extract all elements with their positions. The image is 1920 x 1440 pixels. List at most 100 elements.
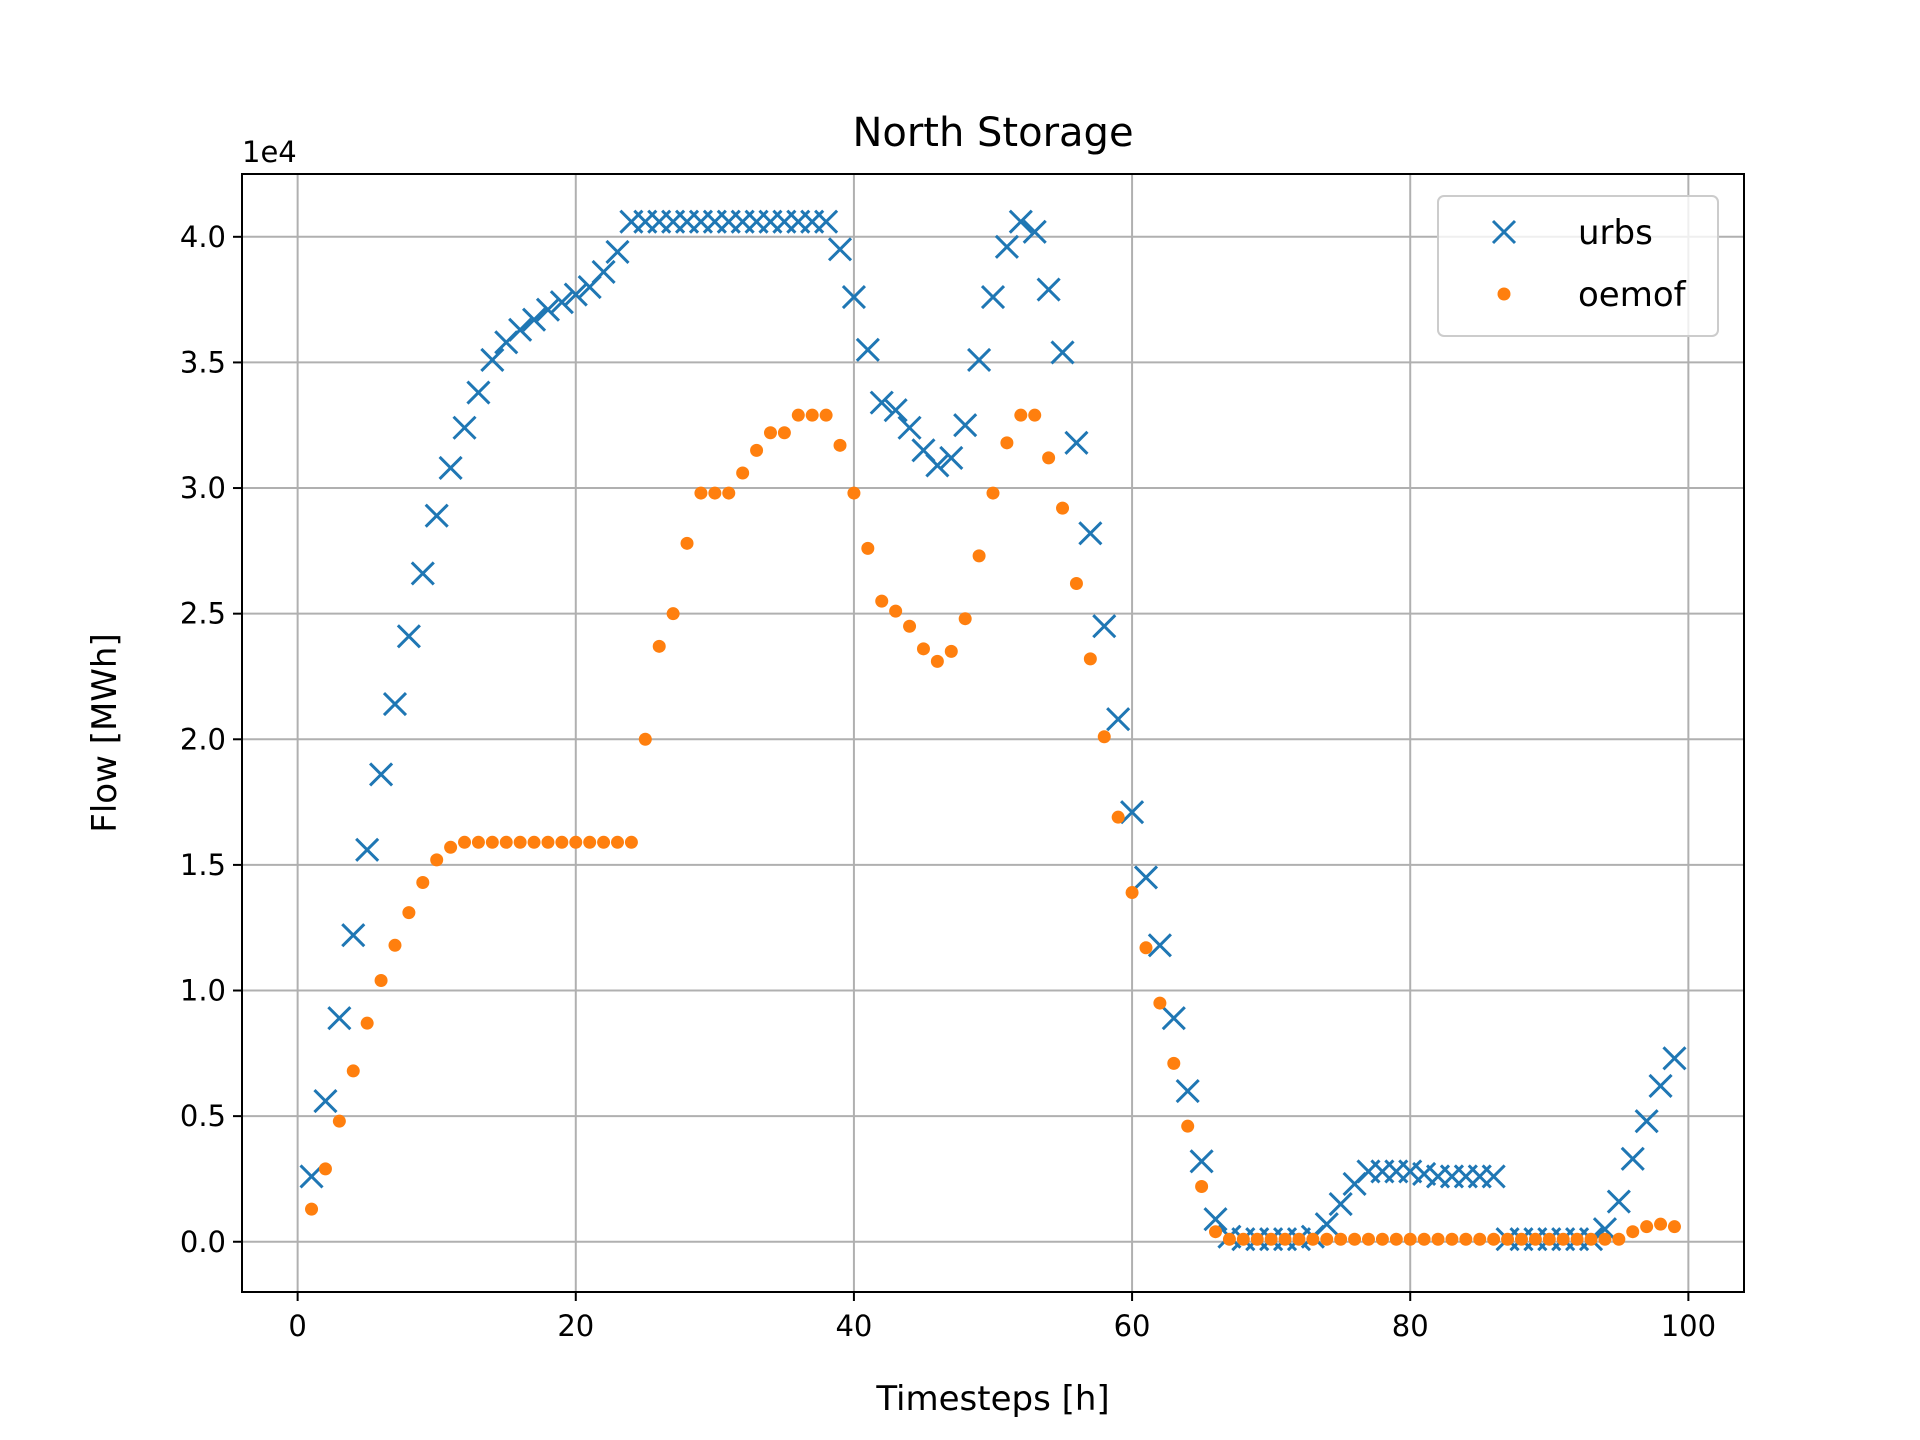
oemof-point — [1501, 1232, 1515, 1246]
x-tick-label: 80 — [1392, 1309, 1429, 1343]
oemof-point — [1654, 1217, 1668, 1231]
urbs-point — [1175, 1078, 1200, 1104]
urbs-point — [508, 317, 533, 342]
urbs-point — [1328, 1192, 1353, 1217]
oemof-point — [1014, 408, 1028, 422]
oemof-point — [1222, 1232, 1236, 1246]
urbs-point — [980, 285, 1006, 310]
oemof-point — [972, 549, 986, 563]
oemof-point — [1000, 436, 1014, 450]
urbs-point — [1078, 521, 1103, 546]
urbs-point — [382, 692, 408, 717]
oemof-point — [736, 466, 750, 480]
oemof-point — [1528, 1232, 1542, 1246]
oemof-point — [1417, 1232, 1431, 1246]
oemof-point — [1125, 886, 1139, 900]
oemof-point — [903, 619, 917, 633]
legend-urbs-label: urbs — [1578, 213, 1653, 253]
oemof-point — [1236, 1232, 1250, 1246]
urbs-point — [341, 923, 366, 948]
oemof-point — [652, 639, 666, 653]
urbs-point — [1620, 1146, 1645, 1171]
oemof-point — [416, 875, 430, 889]
urbs-point — [1314, 1212, 1339, 1237]
oemof-point — [1459, 1232, 1473, 1246]
urbs-point — [939, 445, 964, 470]
oemof-point — [1083, 652, 1097, 666]
oemof-point — [1278, 1232, 1292, 1246]
oemof-point — [1097, 730, 1111, 744]
oemof-point — [680, 536, 694, 550]
oemof-point — [1667, 1220, 1681, 1234]
oemof-point — [332, 1114, 346, 1128]
oemof-point — [1570, 1232, 1584, 1246]
oemof-point — [1598, 1232, 1612, 1246]
oemof-point — [847, 486, 861, 500]
urbs-point — [396, 624, 421, 649]
oemof-point — [346, 1064, 360, 1078]
urbs-point — [1133, 865, 1159, 890]
series-oemof — [305, 408, 1681, 1246]
oemof-point — [1292, 1232, 1306, 1246]
urbs-point — [1648, 1073, 1673, 1099]
y-tick-label: 3.0 — [180, 471, 226, 505]
urbs-point — [591, 259, 616, 285]
urbs-point — [1606, 1189, 1631, 1214]
urbs-point — [1189, 1149, 1214, 1174]
y-tick-label: 2.5 — [180, 597, 226, 631]
x-tick-label: 100 — [1661, 1309, 1716, 1343]
oemof-point — [861, 541, 875, 555]
y-tick-label: 0.5 — [180, 1099, 226, 1133]
oemof-point — [1250, 1232, 1264, 1246]
urbs-point — [994, 234, 1019, 259]
oemof-point — [1473, 1232, 1487, 1246]
y-axis: 0.0 0.5 1.0 1.5 2.0 2.5 3.0 3.5 4.0 — [180, 220, 242, 1259]
y-tick-label: 0.0 — [180, 1225, 226, 1259]
oemof-point — [1334, 1232, 1348, 1246]
x-axis-label: Timesteps [h] — [875, 1379, 1109, 1419]
y-tick-label: 1.0 — [180, 974, 226, 1008]
oemof-point — [930, 654, 944, 668]
oemof-point — [583, 835, 597, 849]
urbs-point — [605, 239, 630, 264]
oemof-point — [875, 594, 889, 608]
urbs-point — [1147, 933, 1172, 958]
urbs-point — [480, 347, 505, 372]
oemof-point — [1181, 1119, 1195, 1133]
oemof-point — [1389, 1232, 1403, 1246]
oemof-point — [597, 835, 611, 849]
grid-lines — [242, 174, 1744, 1292]
oemof-point — [1431, 1232, 1445, 1246]
oemof-point — [819, 408, 833, 422]
y-tick-label: 2.0 — [180, 722, 226, 756]
chart-title: North Storage — [852, 110, 1133, 156]
urbs-point — [521, 307, 547, 332]
urbs-point — [1022, 219, 1047, 244]
urbs-point — [855, 337, 880, 362]
oemof-point — [1111, 810, 1125, 824]
oemof-point — [430, 853, 444, 867]
urbs-point — [535, 297, 561, 322]
urbs-point — [869, 390, 894, 415]
x-tick-label: 0 — [288, 1309, 306, 1343]
oemof-point — [318, 1162, 332, 1176]
oemof-point — [1612, 1232, 1626, 1246]
urbs-point — [883, 398, 908, 423]
y-offset-label: 1e4 — [242, 135, 297, 169]
oemof-point — [1153, 996, 1167, 1010]
oemof-point — [1264, 1232, 1278, 1246]
plot-frame — [241, 173, 1745, 1293]
oemof-point — [1167, 1056, 1181, 1070]
legend-oemof-label: oemof — [1578, 275, 1687, 315]
oemof-point — [388, 938, 402, 952]
oemof-point — [750, 443, 764, 457]
urbs-point — [1106, 707, 1131, 732]
legend-oemof-marker-dot — [1497, 287, 1511, 301]
urbs-point — [1036, 277, 1061, 302]
oemof-point — [1375, 1232, 1389, 1246]
urbs-point — [1161, 1006, 1186, 1031]
oemof-point — [1487, 1232, 1501, 1246]
urbs-point — [313, 1088, 338, 1114]
urbs-point — [1008, 209, 1033, 234]
oemof-point — [1626, 1225, 1640, 1239]
